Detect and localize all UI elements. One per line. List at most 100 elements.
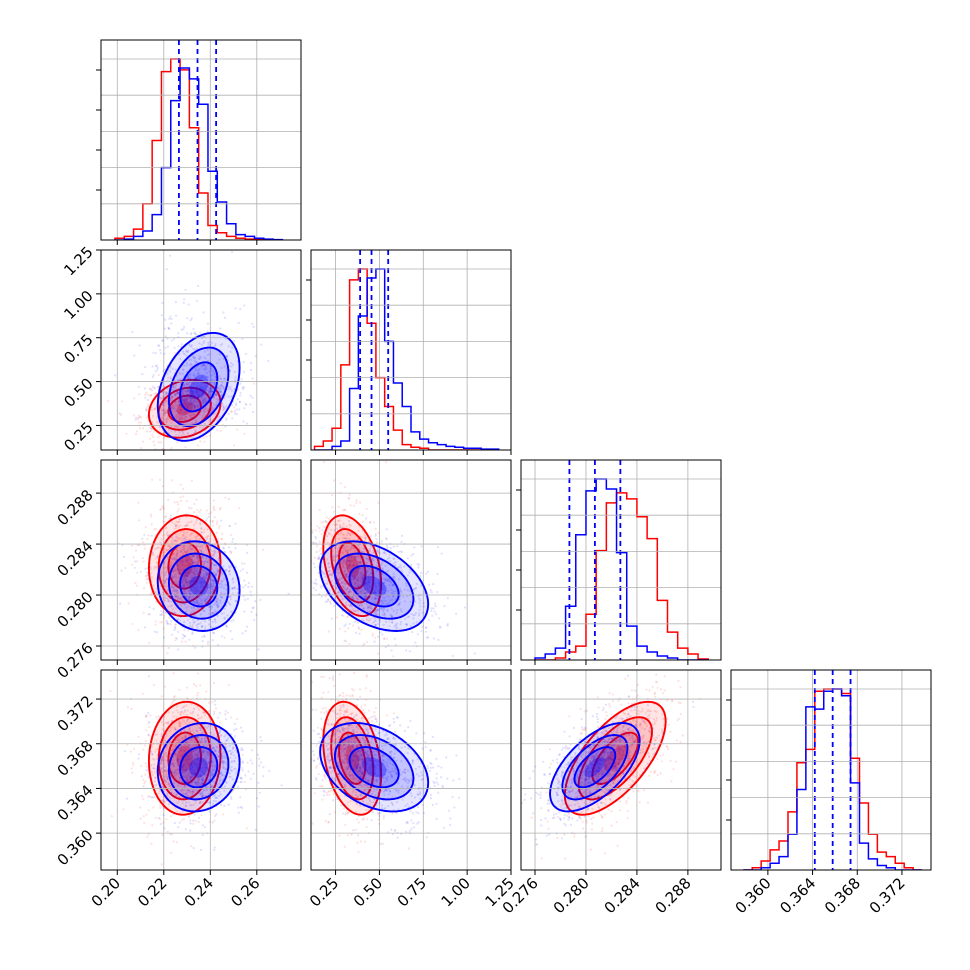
- point-red-2-1-465: [347, 552, 350, 555]
- point-blue-1-0-570: [198, 394, 201, 397]
- point-red-2-0-494: [179, 483, 182, 486]
- point-blue-1-0-210: [162, 397, 165, 400]
- point-blue-2-0-348: [198, 597, 201, 600]
- point-blue-3-0-157: [177, 826, 180, 829]
- point-blue-2-0-569: [119, 602, 122, 605]
- point-red-2-0-229: [207, 612, 211, 615]
- point-blue-2-0-395: [193, 613, 196, 616]
- point-red-2-0-350: [168, 517, 171, 520]
- point-red-3-0-86: [219, 721, 222, 724]
- point-blue-1-0-517: [252, 325, 255, 328]
- point-red-2-1-361: [353, 558, 356, 562]
- point-red-2-1-260: [361, 520, 365, 523]
- point-red-2-1-163: [358, 561, 361, 564]
- point-blue-2-0-501: [199, 545, 202, 548]
- point-red-2-1-388: [316, 545, 319, 548]
- point-red-2-1-644: [354, 574, 357, 578]
- point-blue-2-0-419: [208, 540, 211, 543]
- point-red-2-0-207: [162, 505, 165, 508]
- point-blue-1-0-287: [203, 407, 206, 410]
- point-red-2-0-371: [198, 549, 201, 552]
- point-red-3-0-594: [140, 765, 143, 768]
- point-blue-1-0-602: [181, 390, 184, 394]
- point-red-1-0-347: [169, 419, 172, 422]
- point-blue-2-1-121: [333, 528, 336, 532]
- content-2-1: [304, 461, 476, 660]
- point-blue-2-0-169: [203, 599, 207, 602]
- point-blue-2-0-576: [178, 568, 181, 572]
- point-blue-1-0-328: [178, 403, 181, 406]
- point-blue-2-0-7: [190, 580, 193, 583]
- point-red-2-1-190: [340, 581, 344, 585]
- point-blue-2-0-527: [232, 581, 235, 584]
- point-red-2-0-376: [179, 559, 183, 562]
- point-blue-2-0-37: [173, 611, 176, 614]
- point-red-2-1-584: [348, 642, 351, 646]
- point-blue-2-0-445: [169, 545, 172, 549]
- point-blue-2-1-279: [436, 546, 440, 549]
- point-red-2-0-635: [134, 581, 137, 585]
- point-red-3-0-607: [195, 685, 198, 688]
- point-red-2-0-561: [199, 621, 202, 624]
- point-red-1-0-246: [164, 427, 167, 430]
- point-red-2-1-282: [348, 561, 351, 564]
- point-red-1-0-143: [182, 409, 185, 412]
- point-red-1-0-404: [153, 386, 156, 389]
- point-red-1-0-560: [212, 396, 215, 400]
- point-blue-1-0-349: [114, 374, 117, 377]
- point-blue-2-0-623: [199, 663, 201, 665]
- contour-fill-blue-1-0-3: [189, 374, 208, 400]
- point-red-2-0-217: [165, 597, 168, 600]
- point-blue-1-0-636: [155, 364, 158, 368]
- point-blue-2-1-178: [446, 597, 449, 600]
- point-blue-2-0-418: [215, 604, 219, 607]
- point-red-2-0-430: [179, 524, 182, 527]
- point-red-2-1-621: [363, 534, 366, 537]
- point-blue-1-0-247: [169, 315, 172, 318]
- point-blue-1-0-320: [185, 349, 188, 352]
- point-red-1-0-626: [201, 414, 204, 417]
- point-red-2-0-300: [175, 520, 178, 523]
- point-blue-2-1-63: [304, 504, 306, 506]
- point-blue-2-0-170: [195, 568, 198, 571]
- point-blue-1-0-108: [185, 394, 188, 397]
- point-red-1-0-122: [133, 397, 136, 400]
- point-red-2-0-317: [190, 575, 193, 578]
- point-red-3-0-190: [110, 815, 113, 818]
- point-red-2-1-304: [347, 570, 350, 573]
- point-red-1-0-387: [162, 385, 165, 388]
- point-blue-2-0-64: [191, 631, 194, 634]
- point-red-1-0-610: [191, 403, 194, 406]
- point-blue-2-0-173: [151, 552, 155, 555]
- point-blue-2-0-247: [173, 557, 176, 561]
- point-blue-2-0-252: [236, 591, 239, 595]
- point-blue-1-0-268: [203, 387, 206, 390]
- point-blue-2-0-399: [212, 582, 215, 585]
- point-blue-1-0-456: [204, 389, 207, 392]
- point-blue-1-0-110: [186, 317, 189, 320]
- point-blue-3-0-106: [247, 770, 250, 773]
- point-blue-3-0-158: [154, 733, 157, 736]
- point-red-2-0-127: [184, 581, 187, 584]
- point-blue-1-0-462: [137, 385, 140, 388]
- point-red-1-0-601: [219, 387, 222, 390]
- point-blue-2-1-497: [413, 546, 416, 549]
- point-red-3-0-442: [207, 701, 211, 704]
- point-blue-1-0-620: [157, 344, 160, 347]
- point-blue-1-0-140: [157, 385, 160, 389]
- point-blue-2-1-354: [369, 521, 372, 524]
- point-red-1-0-359: [137, 416, 140, 419]
- point-blue-2-0-207: [208, 623, 211, 626]
- point-blue-1-0-398: [223, 316, 227, 319]
- point-red-2-0-618: [212, 505, 215, 508]
- point-red-2-1-551: [344, 508, 347, 511]
- point-blue-1-0-479: [202, 363, 205, 366]
- point-red-2-0-526: [223, 636, 226, 640]
- point-red-2-0-349: [188, 562, 191, 565]
- point-red-2-1-608: [357, 529, 360, 533]
- point-red-2-1-425: [357, 546, 360, 549]
- point-blue-1-0-233: [158, 426, 161, 429]
- point-blue-2-0-492: [207, 548, 211, 551]
- point-red-2-1-441: [365, 619, 368, 622]
- point-blue-1-0-131: [194, 348, 197, 351]
